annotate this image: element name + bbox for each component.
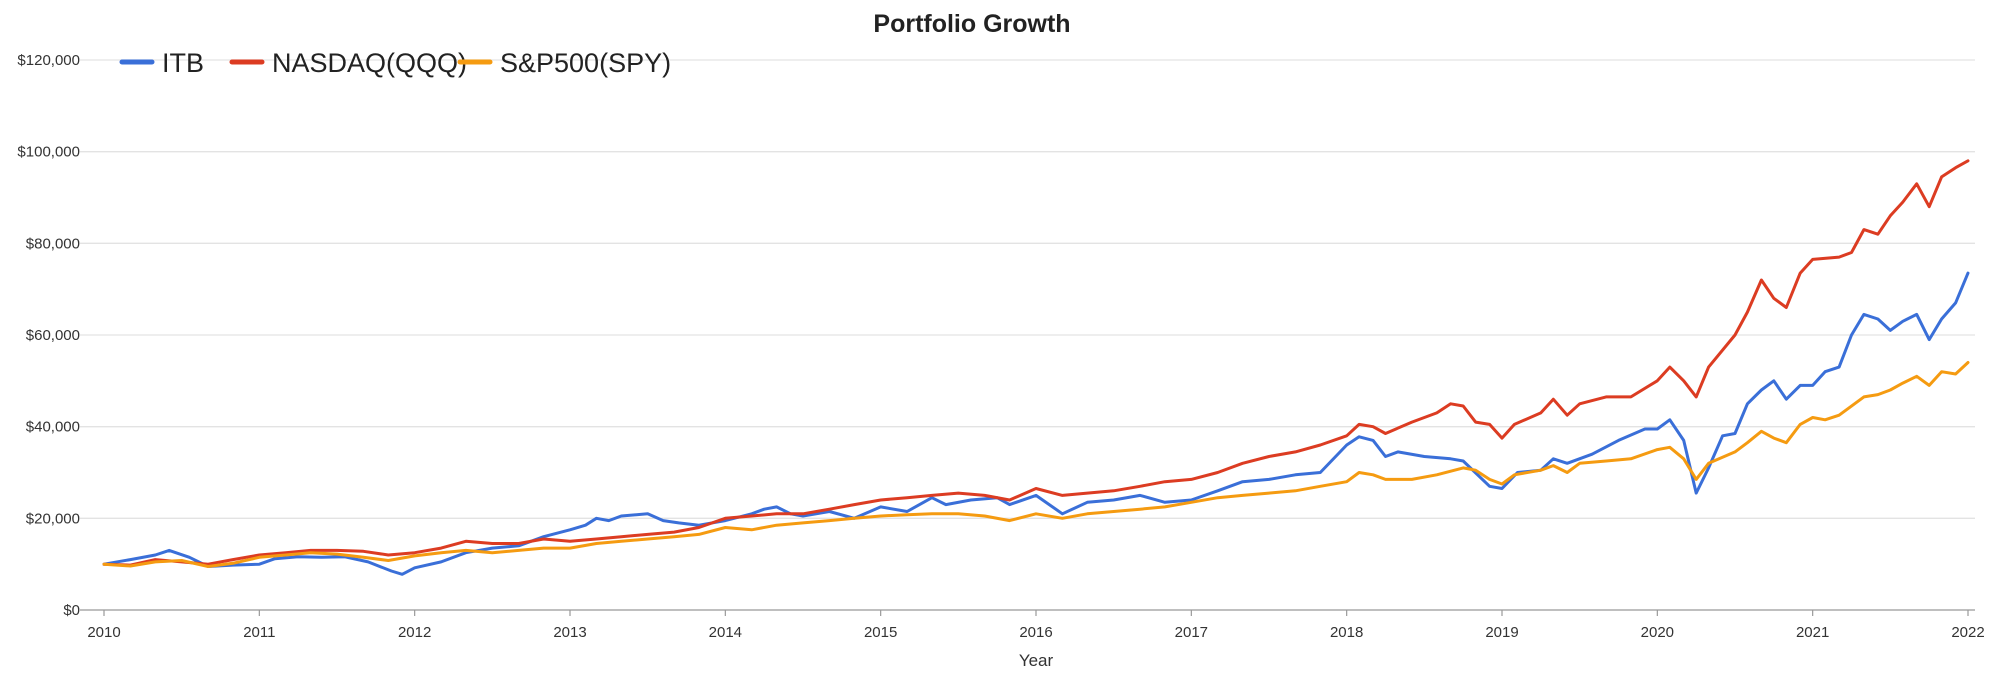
legend-label: ITB [162, 48, 204, 78]
y-tick-label: $40,000 [26, 419, 80, 436]
x-tick-label: 2010 [87, 624, 120, 641]
x-tick-label: 2015 [864, 624, 897, 641]
y-tick-label: $120,000 [17, 52, 80, 69]
x-tick-label: 2011 [243, 624, 275, 641]
x-tick-label: 2016 [1019, 624, 1052, 641]
x-tick-label: 2019 [1485, 624, 1518, 641]
x-tick-label: 2018 [1330, 624, 1363, 641]
series-layer [102, 159, 1970, 576]
series-line-itb [102, 271, 1970, 576]
legend-item-itb[interactable]: ITB [119, 48, 204, 78]
x-axis: 2010 2011 2012 2013 2014 2015 2016 2017 2018 2019… [80, 609, 1985, 641]
y-tick-label: $80,000 [26, 235, 80, 252]
x-tick-label: 2013 [553, 624, 586, 641]
y-tick-label: $60,000 [26, 327, 80, 344]
grid-layer [80, 59, 1975, 519]
series-line-nasdaq-qqq [102, 159, 1970, 567]
x-tick-label: 2017 [1175, 624, 1208, 641]
legend-item-s-p500-spy[interactable]: S&P500(SPY) [457, 48, 671, 78]
y-tick-label: $100,000 [17, 144, 80, 161]
series-line-s-p500-spy [102, 361, 1970, 568]
y-tick-label: $0 [63, 602, 80, 619]
x-axis-title: Year [1019, 651, 1054, 670]
legend: ITB NASDAQ(QQQ) S&P500(SPY) [119, 48, 671, 78]
x-tick-label: 2020 [1641, 624, 1674, 641]
chart-title: Portfolio Growth [873, 10, 1070, 38]
x-tick-label: 2022 [1951, 624, 1984, 641]
y-axis: $0 $20,000 $40,000 $60,000 $80,000 $100,000 $1… [17, 52, 80, 619]
x-tick-label: 2014 [709, 624, 742, 641]
y-tick-label: $20,000 [26, 510, 80, 527]
x-tick-label: 2021 [1796, 624, 1829, 641]
legend-label: S&P500(SPY) [500, 48, 671, 78]
legend-item-nasdaq-qqq[interactable]: NASDAQ(QQQ) [229, 48, 467, 78]
x-tick-label: 2012 [398, 624, 431, 641]
legend-label: NASDAQ(QQQ) [272, 48, 467, 78]
